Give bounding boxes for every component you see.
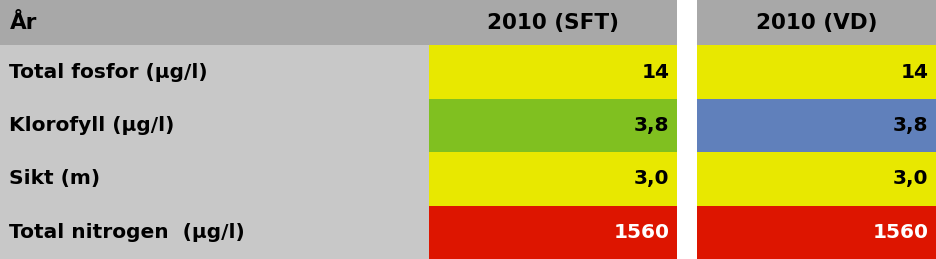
Text: Total nitrogen  (µg/l): Total nitrogen (µg/l) bbox=[9, 223, 245, 242]
Text: Sikt (m): Sikt (m) bbox=[9, 169, 100, 188]
Bar bbox=[677, 0, 697, 45]
Bar bbox=[429, 0, 677, 45]
Bar bbox=[677, 206, 697, 259]
Bar bbox=[677, 45, 697, 99]
Text: 3,8: 3,8 bbox=[893, 116, 929, 135]
Bar bbox=[677, 152, 697, 206]
Bar bbox=[697, 99, 936, 152]
Bar bbox=[697, 45, 936, 99]
Text: 3,0: 3,0 bbox=[634, 169, 669, 188]
Bar bbox=[0, 45, 429, 99]
Text: Total fosfor (µg/l): Total fosfor (µg/l) bbox=[9, 62, 208, 82]
Bar bbox=[0, 0, 429, 45]
Bar bbox=[0, 206, 429, 259]
Text: 1560: 1560 bbox=[872, 223, 929, 242]
Bar bbox=[697, 206, 936, 259]
Bar bbox=[429, 152, 677, 206]
Bar bbox=[0, 99, 429, 152]
Text: 3,8: 3,8 bbox=[634, 116, 669, 135]
Bar bbox=[697, 0, 936, 45]
Text: 2010 (SFT): 2010 (SFT) bbox=[487, 13, 619, 33]
Bar bbox=[429, 45, 677, 99]
Text: 1560: 1560 bbox=[613, 223, 669, 242]
Text: Klorofyll (µg/l): Klorofyll (µg/l) bbox=[9, 116, 175, 135]
Bar bbox=[0, 152, 429, 206]
Text: År: År bbox=[9, 13, 37, 33]
Text: 3,0: 3,0 bbox=[893, 169, 929, 188]
Text: 2010 (VD): 2010 (VD) bbox=[756, 13, 877, 33]
Text: 14: 14 bbox=[641, 62, 669, 82]
Text: 14: 14 bbox=[900, 62, 929, 82]
Bar bbox=[429, 206, 677, 259]
Bar bbox=[677, 99, 697, 152]
Bar bbox=[697, 152, 936, 206]
Bar bbox=[429, 99, 677, 152]
